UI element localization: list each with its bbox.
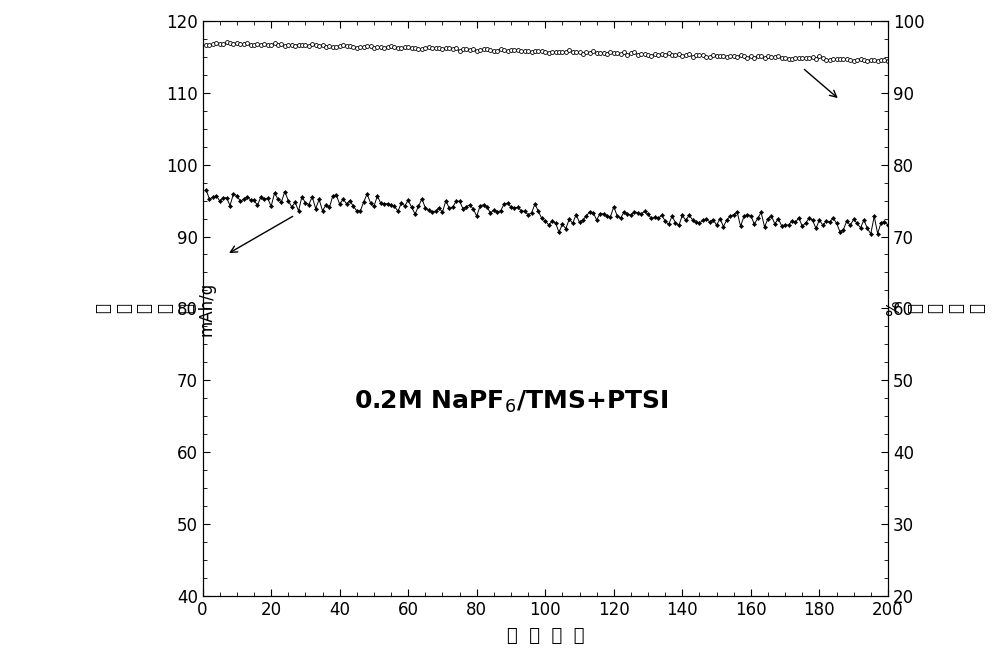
Y-axis label: 放
电
比
容
量
mAh/g: 放 电 比 容 量 mAh/g: [94, 281, 216, 335]
X-axis label: 循  环  周  数: 循 环 周 数: [507, 627, 584, 645]
Y-axis label: %
循
环
效
率: % 循 环 效 率: [885, 301, 986, 316]
Text: 0.2M NaPF$_6$/TMS+PTSI: 0.2M NaPF$_6$/TMS+PTSI: [354, 389, 668, 415]
